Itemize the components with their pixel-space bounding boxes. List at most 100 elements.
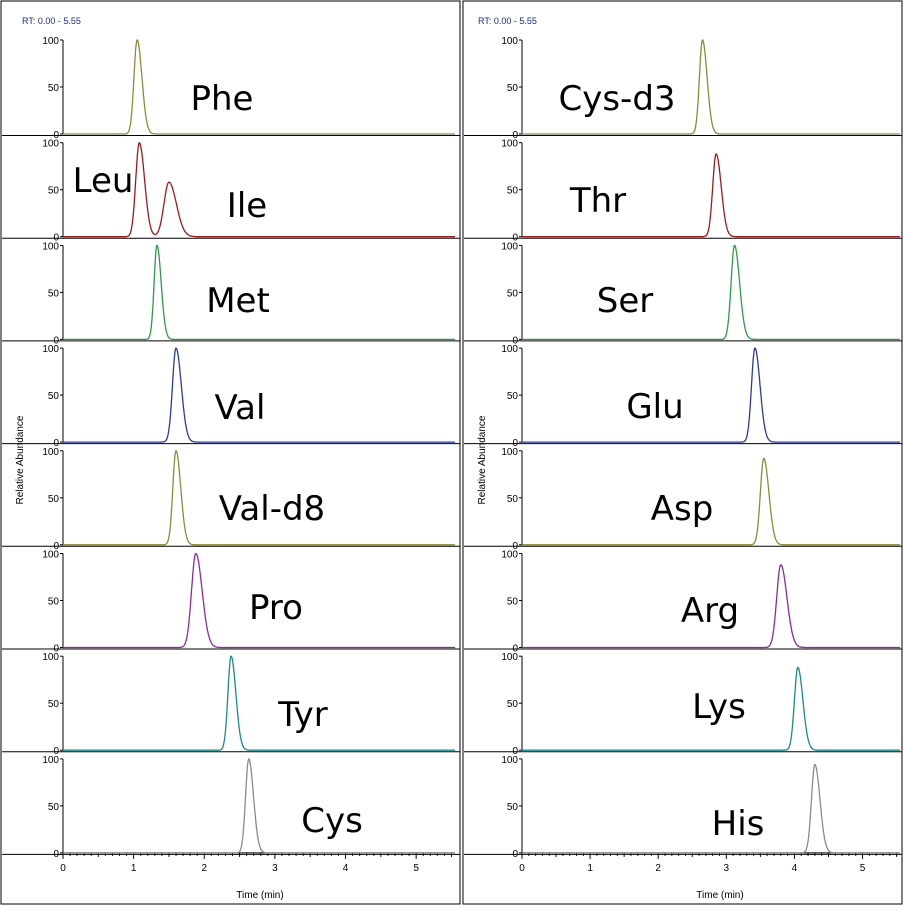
y-tick-label: 0: [512, 335, 518, 346]
y-tick-label: 50: [48, 288, 60, 299]
y-tick-label: 100: [42, 241, 59, 252]
trace-label: Cys-d3: [558, 79, 675, 119]
y-tick-label: 100: [42, 36, 59, 47]
y-tick-label: 100: [42, 652, 59, 663]
y-tick-label: 100: [501, 139, 518, 150]
trace-label: Pro: [249, 588, 303, 628]
x-tick-label: 2: [655, 863, 661, 874]
y-tick-label: 0: [512, 233, 518, 244]
y-tick-label: 50: [48, 186, 60, 197]
x-tick-label: 2: [201, 863, 207, 874]
trace-line: [522, 244, 900, 341]
trace-line: [63, 38, 455, 135]
y-tick-label: 50: [48, 83, 60, 94]
x-tick-label: 5: [860, 863, 866, 874]
right-panel-frame: [462, 0, 903, 905]
trace-line: [63, 449, 455, 546]
trace-label: His: [712, 804, 765, 844]
x-tick-label: 4: [792, 863, 798, 874]
y-tick-label: 100: [501, 344, 518, 355]
trace-line: [63, 552, 455, 649]
y-tick-label: 100: [42, 344, 59, 355]
y-tick-label: 100: [501, 550, 518, 561]
y-tick-label: 100: [42, 550, 59, 561]
x-tick-label: 3: [272, 863, 278, 874]
trace-label: Arg: [681, 591, 739, 631]
trace-line: [63, 757, 455, 854]
y-tick-label: 100: [42, 447, 59, 458]
trace-line: [522, 666, 900, 751]
y-tick-label: 50: [507, 186, 519, 197]
trace-line: [63, 141, 455, 238]
y-tick-label: 100: [42, 755, 59, 766]
trace-line: [522, 347, 900, 443]
y-tick-label: 0: [53, 644, 59, 655]
y-tick-label: 0: [53, 746, 59, 757]
x-tick-label: 1: [131, 863, 137, 874]
x-tick-label: 3: [724, 863, 730, 874]
trace-label: Ile: [227, 186, 267, 226]
y-tick-label: 0: [512, 849, 518, 860]
trace-label: Met: [206, 281, 270, 321]
trace-line: [522, 153, 900, 238]
right-y-axis-label: Relative Abundance: [477, 415, 488, 504]
trace-line: [63, 244, 455, 341]
right-rt-label: RT: 0.00 - 5.55: [478, 16, 537, 26]
x-tick-label: 4: [343, 863, 349, 874]
y-tick-label: 50: [507, 494, 519, 505]
trace-label: Thr: [569, 181, 626, 221]
trace-line: [522, 763, 900, 854]
y-tick-label: 50: [48, 494, 60, 505]
trace-label: Asp: [651, 489, 714, 529]
y-tick-label: 50: [48, 699, 60, 710]
right-x-axis-label: Time (min): [696, 890, 743, 901]
y-tick-label: 0: [512, 644, 518, 655]
y-tick-label: 50: [48, 802, 60, 813]
left-rt-label: RT: 0.00 - 5.55: [22, 16, 81, 26]
trace-line: [63, 655, 455, 751]
trace-line: [522, 564, 900, 649]
y-tick-label: 50: [507, 802, 519, 813]
y-tick-label: 0: [512, 541, 518, 552]
y-tick-label: 0: [53, 130, 59, 141]
y-tick-label: 100: [42, 139, 59, 150]
trace-label: Tyr: [277, 695, 328, 735]
trace-label: Leu: [73, 161, 134, 201]
y-tick-label: 100: [501, 447, 518, 458]
y-tick-label: 50: [507, 597, 519, 608]
plots-layer: 0501000501000501000501000501000501000501…: [2, 36, 902, 874]
trace-label: Val: [215, 388, 266, 428]
trace-label: Cys: [301, 801, 363, 841]
y-tick-label: 0: [512, 130, 518, 141]
y-tick-label: 100: [501, 241, 518, 252]
left-y-axis-label: Relative Abundance: [15, 415, 26, 504]
left-x-axis-label: Time (min): [236, 890, 283, 901]
trace-label: Phe: [191, 79, 254, 119]
x-tick-label: 0: [519, 863, 525, 874]
y-tick-label: 0: [53, 541, 59, 552]
trace-label: Val-d8: [219, 489, 325, 529]
y-tick-label: 50: [507, 83, 519, 94]
x-tick-label: 5: [413, 863, 419, 874]
y-tick-label: 100: [501, 652, 518, 663]
trace-label: Lys: [692, 687, 746, 727]
y-tick-label: 50: [507, 699, 519, 710]
x-tick-label: 1: [587, 863, 593, 874]
left-panel-frame: [0, 0, 461, 905]
x-tick-label: 0: [60, 863, 66, 874]
trace-label: Glu: [626, 387, 683, 427]
y-tick-label: 50: [48, 391, 60, 402]
y-tick-label: 0: [53, 233, 59, 244]
y-tick-label: 50: [507, 288, 519, 299]
trace-line: [522, 457, 900, 546]
y-tick-label: 100: [501, 36, 518, 47]
y-tick-label: 50: [507, 391, 519, 402]
y-tick-label: 100: [501, 755, 518, 766]
y-tick-label: 0: [53, 335, 59, 346]
y-tick-label: 0: [53, 438, 59, 449]
y-tick-label: 0: [512, 746, 518, 757]
trace-label: Ser: [597, 281, 654, 321]
y-tick-label: 50: [48, 597, 60, 608]
